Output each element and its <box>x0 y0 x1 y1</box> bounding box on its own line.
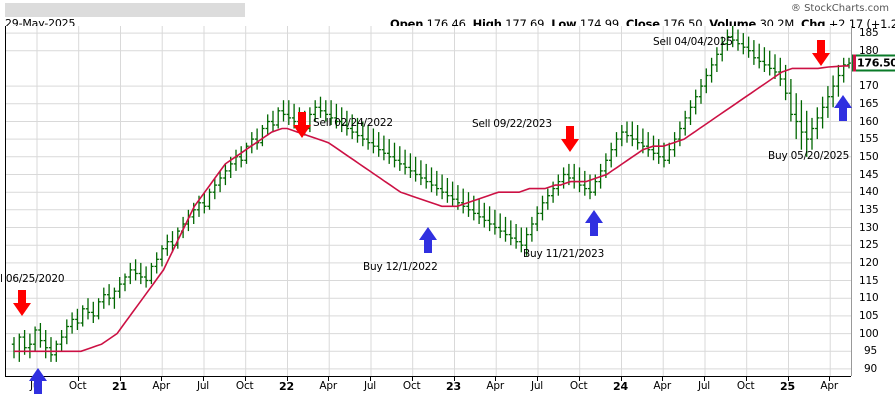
x-axis-tick-label: 23 <box>446 380 461 393</box>
y-axis-tick-label: 110 <box>859 292 879 305</box>
sell-arrow-down-icon <box>812 40 830 66</box>
annotation-label-sell: l 06/25/2020 <box>0 273 65 285</box>
y-axis-tick-label: 135 <box>859 203 879 216</box>
x-axis-tick-label: 21 <box>112 380 127 393</box>
x-axis-tick-mark <box>328 377 330 381</box>
y-axis-tick-label: 155 <box>859 133 879 146</box>
sell-arrow-down-icon <box>561 126 579 152</box>
x-axis-tick-label: Apr <box>486 380 504 392</box>
arrow-shape <box>585 210 603 236</box>
y-axis-tick-label: 115 <box>859 274 879 287</box>
x-axis-tick-mark <box>620 377 622 381</box>
x-axis-tick-label: Oct <box>235 380 254 392</box>
ohlc-bars <box>11 26 851 362</box>
y-axis-tick-label: 145 <box>859 168 879 181</box>
x-axis-tick-mark <box>203 377 204 381</box>
x-axis-tick-mark <box>286 377 288 381</box>
arrow-shape <box>13 290 31 316</box>
x-axis-tick-label: Jul <box>363 380 377 392</box>
x-axis-tick-mark <box>662 377 664 381</box>
y-axis-tick-label: 170 <box>859 80 879 93</box>
x-axis-tick-label: Jul <box>530 380 544 392</box>
y-axis-tick-label: 140 <box>859 186 879 199</box>
price-plot-svg <box>6 26 851 376</box>
x-axis-tick-label: Jul <box>697 380 711 392</box>
x-axis-line <box>5 376 851 377</box>
y-axis-tick-label: 160 <box>859 115 879 128</box>
x-axis-tick-mark <box>453 377 455 381</box>
annotation-label-sell: Sell 02/24/2022 <box>313 117 393 129</box>
y-axis: 185 180 170 165 160 155 150 145 140 135 130 125 120 1… <box>851 26 895 376</box>
x-axis-tick-label: Oct <box>68 380 87 392</box>
current-price-tag: 176.50 <box>852 54 895 72</box>
buy-arrow-up-icon <box>29 368 47 394</box>
y-axis-tick-label: 180 <box>859 44 879 57</box>
y-axis-tick-label: 100 <box>859 327 879 340</box>
x-axis-tick-label: Oct <box>569 380 588 392</box>
sell-arrow-down-icon <box>13 290 31 316</box>
arrow-shape <box>561 126 579 152</box>
x-axis-tick-mark <box>244 377 246 381</box>
x-axis-tick-mark <box>411 377 413 381</box>
y-axis-tick-label: 185 <box>859 27 879 40</box>
x-axis-tick-label: Oct <box>736 380 755 392</box>
x-axis-tick-mark <box>77 377 79 381</box>
redacted-title-bar <box>5 3 245 17</box>
x-axis-tick-label: Jul <box>196 380 210 392</box>
x-axis-tick-mark <box>119 377 121 381</box>
y-axis-tick-label: 150 <box>859 150 879 163</box>
y-axis-tick-label: 95 <box>864 345 877 358</box>
x-axis-tick-label: 22 <box>279 380 294 393</box>
buy-arrow-up-icon <box>834 95 852 121</box>
x-axis-tick-mark <box>704 377 705 381</box>
annotation-label-buy: Buy 05/20/2025 <box>768 150 850 162</box>
y-axis-tick-label: 165 <box>859 97 879 110</box>
arrow-shape <box>293 112 311 138</box>
x-axis-tick-mark <box>495 377 497 381</box>
annotation-label-sell: Sell 04/04/2025 <box>653 36 733 48</box>
y-axis-tick-label: 130 <box>859 221 879 234</box>
buy-arrow-up-icon <box>419 227 437 253</box>
x-axis-tick-mark <box>578 377 580 381</box>
x-axis-tick-label: Apr <box>152 380 170 392</box>
x-axis-tick-label: 24 <box>613 380 628 393</box>
y-axis-tick-label: 125 <box>859 239 879 252</box>
x-axis-tick-label: Apr <box>653 380 671 392</box>
annotation-label-sell: Sell 09/22/2023 <box>472 118 552 130</box>
x-axis-tick-mark <box>161 377 163 381</box>
y-axis-tick-label: 120 <box>859 256 879 269</box>
arrow-shape <box>812 40 830 66</box>
x-axis-tick-label: Oct <box>402 380 421 392</box>
stockcharts-credit: ® StockCharts.com <box>790 3 889 14</box>
gridlines <box>6 26 851 376</box>
sell-arrow-down-icon <box>293 112 311 138</box>
x-axis-tick-mark <box>787 377 789 381</box>
arrow-shape <box>419 227 437 253</box>
x-axis: Jul Oct 21 Apr Jul Oct 22 Apr Jul Oct 23 Apr Jul Oct 2… <box>5 377 851 397</box>
y-axis-tick-label: 90 <box>864 362 877 375</box>
buy-arrow-up-icon <box>585 210 603 236</box>
x-axis-tick-mark <box>537 377 538 381</box>
x-axis-tick-mark <box>745 377 747 381</box>
y-axis-tick-label: 105 <box>859 309 879 322</box>
x-axis-tick-mark <box>829 377 831 381</box>
annotation-label-buy: Buy 12/1/2022 <box>363 261 438 273</box>
arrow-shape <box>29 368 47 394</box>
x-axis-tick-mark <box>370 377 371 381</box>
price-plot-area <box>5 26 852 376</box>
annotation-label-buy: Buy 11/21/2023 <box>523 248 605 260</box>
arrow-shape <box>834 95 852 121</box>
x-axis-tick-label: Apr <box>820 380 838 392</box>
x-axis-tick-label: 25 <box>780 380 795 393</box>
ma-39-line <box>14 65 849 353</box>
x-axis-tick-label: Apr <box>319 380 337 392</box>
